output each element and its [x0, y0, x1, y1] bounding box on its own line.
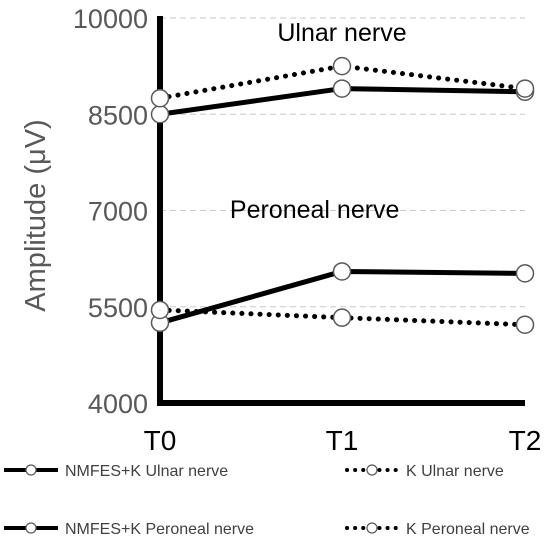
legend-label: K Ulnar nerve — [406, 463, 504, 480]
legend-label: NMFES+K Peroneal nerve — [65, 521, 254, 538]
y-tick-label: 7000 — [88, 197, 148, 227]
y-tick-label: 4000 — [88, 389, 148, 419]
legend-marker-3 — [366, 522, 378, 534]
legend-marker-2 — [25, 522, 37, 534]
y-tick-label: 5500 — [88, 293, 148, 323]
data-point-s1-1 — [332, 56, 352, 76]
series-line-1 — [157, 63, 528, 101]
annotations: Ulnar nerve Peroneal nerve — [230, 19, 407, 224]
data-point-s2-1 — [332, 262, 352, 281]
x-tick-label: T2 — [509, 425, 542, 456]
data-point-s0-0 — [150, 105, 170, 124]
x-tick-label: T0 — [144, 425, 177, 456]
y-tick-label: 8500 — [88, 100, 148, 130]
data-point-s2-2 — [515, 264, 535, 283]
legend-label: NMFES+K Ulnar nerve — [65, 463, 228, 480]
data-point-s3-1 — [332, 308, 352, 327]
data-point-s3-2 — [515, 315, 535, 334]
data-point-s0-1 — [332, 79, 352, 98]
data-point-s1-2 — [515, 79, 535, 98]
annotation-label: Ulnar nerve — [277, 19, 406, 47]
data-point-s3-0 — [150, 300, 170, 320]
x-tick-label: T1 — [326, 425, 359, 456]
y-tick-label: 10000 — [73, 4, 148, 34]
legend-label: K Peroneal nerve — [406, 521, 530, 538]
series-points — [150, 56, 535, 334]
legend-marker-1 — [366, 464, 378, 476]
gridlines — [160, 17, 525, 308]
y-axis-label: Amplitude (μV) — [20, 119, 52, 311]
data-point-s1-0 — [150, 88, 170, 108]
axes: 4000 5500 7000 8500 10000 Amplitude (μV) T0 T1 T… — [20, 4, 541, 456]
annotation-label: Peroneal nerve — [230, 196, 400, 224]
legend-marker-0 — [25, 464, 37, 476]
legend: NMFES+K Ulnar nerve K Ulnar nerve NMFES+K … — [4, 463, 530, 538]
